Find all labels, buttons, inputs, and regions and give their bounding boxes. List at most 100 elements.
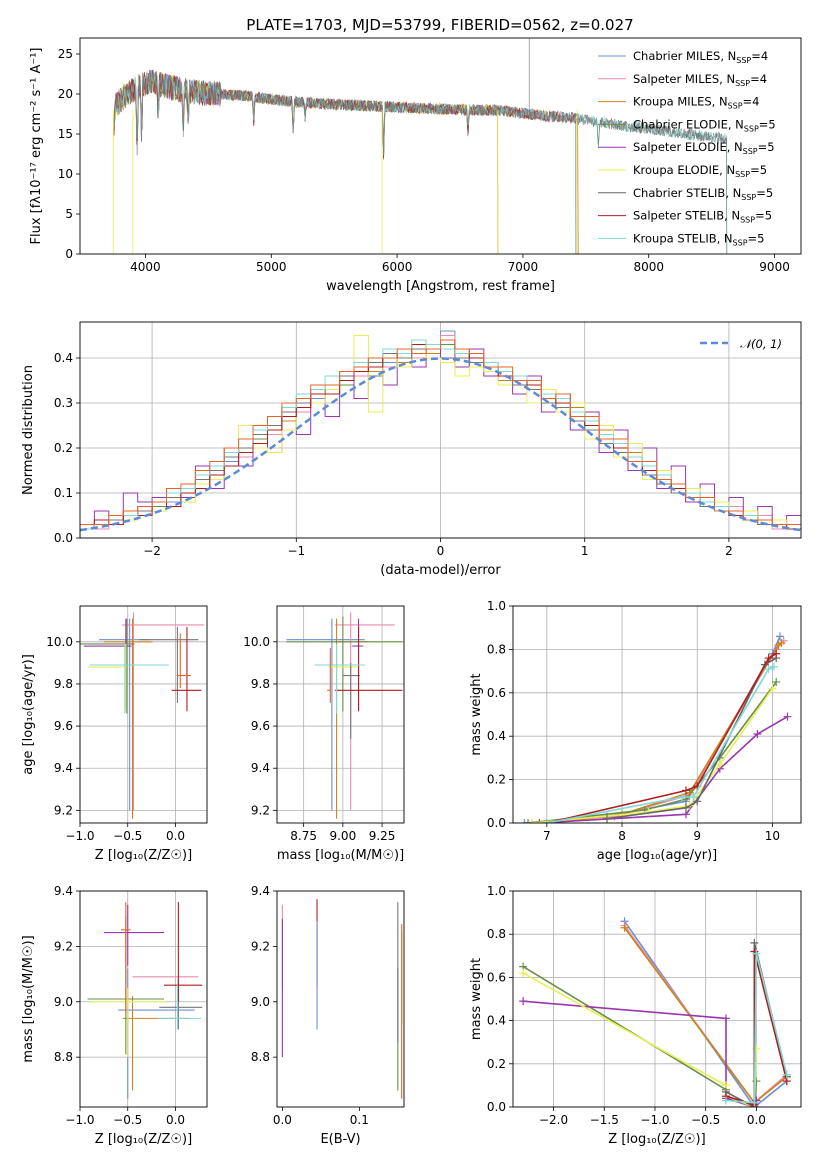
y-tick-label: 0.0: [54, 531, 73, 545]
y-tick-label: 0.6: [487, 970, 506, 984]
weight-series-line: [725, 953, 788, 1104]
normal-curve: [80, 357, 801, 532]
y-tick-label: 0.6: [487, 686, 506, 700]
x-tick-label: 0.0: [747, 1113, 766, 1127]
x-axis-label: age [log₁₀(age/yr)]: [597, 848, 718, 863]
spectrum-legend: Chabrier MILES, NSSP=4 Salpeter MILES, NS…: [598, 49, 776, 247]
x-tick-label: 8: [618, 829, 626, 843]
y-tick-label: 9.0: [251, 995, 270, 1009]
legend-label: Salpeter MILES, NSSP=4: [633, 72, 767, 88]
y-tick-label: 9.4: [251, 761, 270, 775]
x-axis-label: Z [log₁₀(Z/Z☉)]: [95, 1132, 192, 1147]
weight-series-line: [623, 920, 788, 1107]
x-tick-label: −1.0: [65, 829, 94, 843]
y-tick-label: 9.2: [251, 803, 270, 817]
y-tick-label: 9.6: [54, 719, 73, 733]
weight-marker: [772, 677, 781, 686]
x-tick-label: 8000: [633, 260, 664, 274]
x-tick-label: 7000: [508, 260, 539, 274]
axes-frame: [79, 890, 208, 1108]
figure-title: PLATE=1703, MJD=53799, FIBERID=0562, z=0…: [246, 16, 633, 34]
weight_vs_Z-chart: −2.0 −1.5 −1.0 −0.5 0.0 0.0 0.2 0.4 0.6 0.8 1.0 Z […: [469, 884, 802, 1147]
x-tick-label: 0: [437, 544, 445, 558]
age_vs_Z-chart: −1.0 −0.5 0.0 9.2 9.4 9.6 9.8 10.0 Z [log₁₀(Z/Z☉…: [21, 605, 208, 863]
y-tick-label: 9.6: [251, 719, 270, 733]
y-tick-label: 8.8: [251, 1050, 270, 1064]
axes-frame: [276, 605, 405, 824]
y-tick-label: 9.0: [54, 995, 73, 1009]
axes-frame: [276, 890, 405, 1108]
x-tick-label: −0.5: [113, 1113, 142, 1127]
y-axis-label: age [log₁₀(age/yr)]: [21, 654, 36, 775]
x-tick-label: 9.25: [369, 829, 396, 843]
y-tick-label: 9.2: [251, 939, 270, 953]
age_vs_mass-points: [286, 612, 403, 819]
y-tick-label: 9.4: [251, 884, 270, 898]
x-tick-label: −0.5: [113, 829, 142, 843]
x-tick-label: 0.0: [166, 829, 185, 843]
x-tick-label: 1: [581, 544, 589, 558]
x-tick-label: −2: [143, 544, 161, 558]
weight-marker: [764, 654, 773, 663]
axes-frame: [512, 890, 802, 1108]
y-tick-label: 10.0: [46, 635, 73, 649]
y-tick-label: 15: [58, 127, 73, 141]
mass_vs_ebv-chart: 0.0 0.1 8.8 9.0 9.2 9.4 E(B-V): [251, 884, 405, 1147]
mass_vs_Z-chart: −1.0 −0.5 0.0 8.8 9.0 9.2 9.4 Z [log₁₀(Z/Z☉)] ma…: [21, 884, 208, 1147]
weight-marker: [768, 684, 777, 693]
y-axis-label: mass weight: [469, 958, 484, 1040]
age_vs_Z-points: [80, 612, 205, 819]
weight-series-line: [725, 951, 788, 1106]
y-tick-label: 5: [65, 207, 73, 221]
weight-marker: [681, 803, 690, 812]
y-axis-label: Flux [fλ10⁻¹⁷ erg cm⁻² s⁻¹ A⁻¹]: [29, 48, 44, 245]
y-tick-label: 0.2: [487, 1057, 506, 1071]
weight-marker: [769, 662, 778, 671]
y-tick-label: 0.3: [54, 396, 73, 410]
histogram-steps: [80, 330, 801, 538]
y-tick-label: 0.8: [487, 927, 506, 941]
weight-marker: [620, 923, 629, 932]
age_vs_mass-chart: 8.75 9.00 9.25 9.2 9.4 9.6 9.8 10.0 mass [log₁₀(…: [243, 605, 405, 863]
y-tick-label: 0.4: [54, 351, 73, 365]
weight-series-line: [546, 666, 775, 823]
weight-series-line: [539, 716, 788, 823]
axes-frame: [512, 605, 802, 824]
spectrum-series-line: [112, 70, 499, 254]
axes-frame: [79, 321, 802, 539]
x-tick-label: −1.0: [640, 1113, 669, 1127]
axes-frame: [79, 605, 208, 824]
weight-marker: [777, 638, 786, 647]
y-tick-label: 0.1: [54, 486, 73, 500]
weight-series-line: [531, 640, 785, 823]
weight-marker: [782, 1070, 791, 1079]
weight-marker: [752, 1077, 761, 1086]
spectrum-series-line: [113, 69, 499, 254]
x-tick-label: −1.0: [65, 1113, 94, 1127]
x-tick-label: 5000: [256, 260, 287, 274]
x-tick-label: 0.1: [350, 1113, 369, 1127]
weight-marker: [535, 819, 544, 823]
y-tick-label: 9.4: [54, 761, 73, 775]
y-axis-label: Normed distribution: [21, 365, 36, 495]
spectrum-series-line: [112, 70, 578, 254]
histogram-series: [80, 339, 801, 538]
legend-label: Chabrier STELIB, NSSP=5: [633, 186, 773, 202]
weight-marker: [775, 632, 784, 641]
weight-marker: [689, 792, 698, 801]
y-tick-label: 9.2: [54, 803, 73, 817]
spectrum-lines: [112, 38, 728, 254]
x-tick-label: 2: [725, 544, 733, 558]
y-tick-label: 9.4: [54, 884, 73, 898]
weight_vs_Z-lines: [519, 917, 791, 1107]
x-tick-label: −0.5: [691, 1113, 720, 1127]
spectrum-series-line: [112, 71, 499, 254]
weight-marker: [519, 969, 528, 978]
y-tick-label: 1.0: [487, 884, 506, 898]
x-tick-label: 9000: [759, 260, 790, 274]
legend-label: Chabrier MILES, NSSP=4: [633, 49, 768, 65]
mass_vs_ebv-points: [281, 899, 403, 1099]
x-axis-label: (data-model)/error: [380, 563, 501, 578]
x-tick-label: 0.0: [166, 1113, 185, 1127]
